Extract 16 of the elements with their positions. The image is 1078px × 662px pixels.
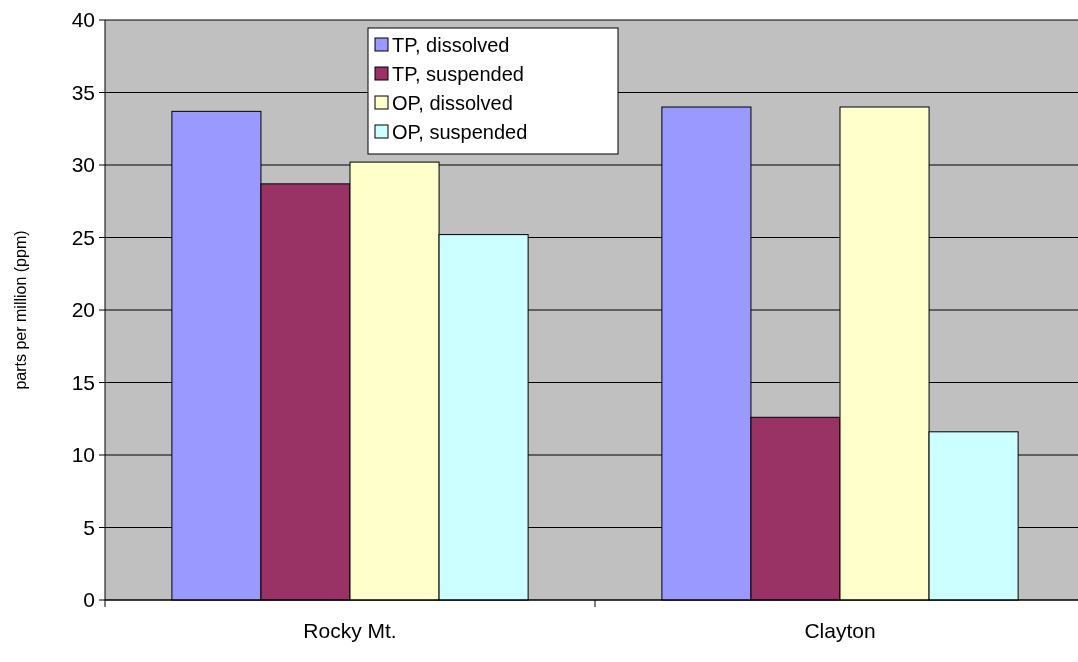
y-tick-label: 25 [71,225,95,249]
y-tick-label: 10 [71,443,95,467]
legend-label: TP, dissolved [392,34,510,56]
legend-label: OP, dissolved [392,92,513,114]
y-tick-label: 30 [71,153,95,177]
y-tick-label: 20 [71,298,95,322]
x-tick-label: Rocky Mt. [303,619,397,642]
y-tick-label: 35 [71,80,95,104]
y-tick-label: 0 [83,588,95,612]
legend-label: TP, suspended [392,63,524,85]
y-tick-label: 40 [71,8,95,32]
y-tick-label: 15 [71,370,95,394]
y-axis-title: parts per million (ppm) [12,230,29,390]
legend-label: OP, suspended [392,121,528,143]
y-tick-label: 5 [83,515,95,539]
x-tick-label: Clayton [804,619,876,642]
